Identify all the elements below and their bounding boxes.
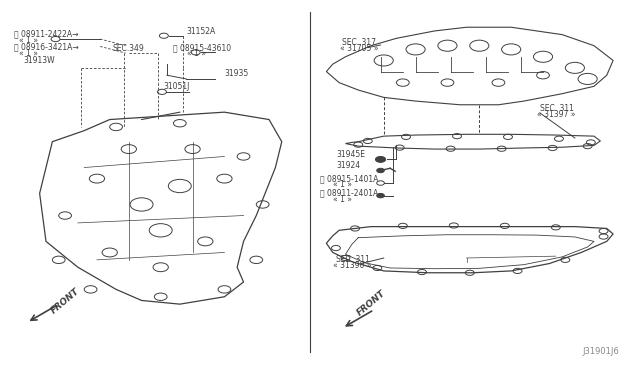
Text: 31945E: 31945E: [336, 150, 365, 159]
Text: « 31705 »: « 31705 »: [340, 44, 379, 53]
Text: SEC.349: SEC.349: [113, 44, 145, 53]
Text: Ⓝ 08915-1401A: Ⓝ 08915-1401A: [320, 174, 378, 183]
Text: 31051J: 31051J: [164, 82, 190, 91]
Text: J31901J6: J31901J6: [583, 347, 620, 356]
Text: « 31390 »: « 31390 »: [333, 261, 371, 270]
Text: « 1 »: « 1 »: [333, 195, 352, 203]
Text: SEC. 311: SEC. 311: [336, 255, 370, 264]
Text: « 31397 »: « 31397 »: [537, 110, 575, 119]
Text: SEC. 311: SEC. 311: [540, 105, 573, 113]
Text: SEC. 317: SEC. 317: [342, 38, 376, 47]
Text: 31935: 31935: [225, 69, 249, 78]
Circle shape: [377, 168, 385, 173]
Circle shape: [377, 193, 385, 198]
Text: « 1 »: « 1 »: [188, 49, 207, 58]
Text: Ⓝ 08916-3421A→: Ⓝ 08916-3421A→: [14, 42, 79, 51]
Text: 31913W: 31913W: [24, 56, 55, 65]
Text: 31152A: 31152A: [186, 27, 216, 36]
Text: Ⓝ 08915-43610: Ⓝ 08915-43610: [173, 43, 232, 52]
Text: Ⓝ 08911-2401A: Ⓝ 08911-2401A: [320, 188, 378, 197]
Text: « 1 »: « 1 »: [19, 49, 38, 58]
Text: FRONT: FRONT: [355, 289, 387, 318]
Text: « 1 »: « 1 »: [333, 180, 352, 189]
Text: FRONT: FRONT: [49, 286, 81, 315]
Text: 31924: 31924: [336, 161, 360, 170]
Circle shape: [376, 157, 386, 162]
Text: « 1 »: « 1 »: [19, 36, 38, 45]
Text: Ⓝ 08911-2422A→: Ⓝ 08911-2422A→: [14, 29, 79, 38]
